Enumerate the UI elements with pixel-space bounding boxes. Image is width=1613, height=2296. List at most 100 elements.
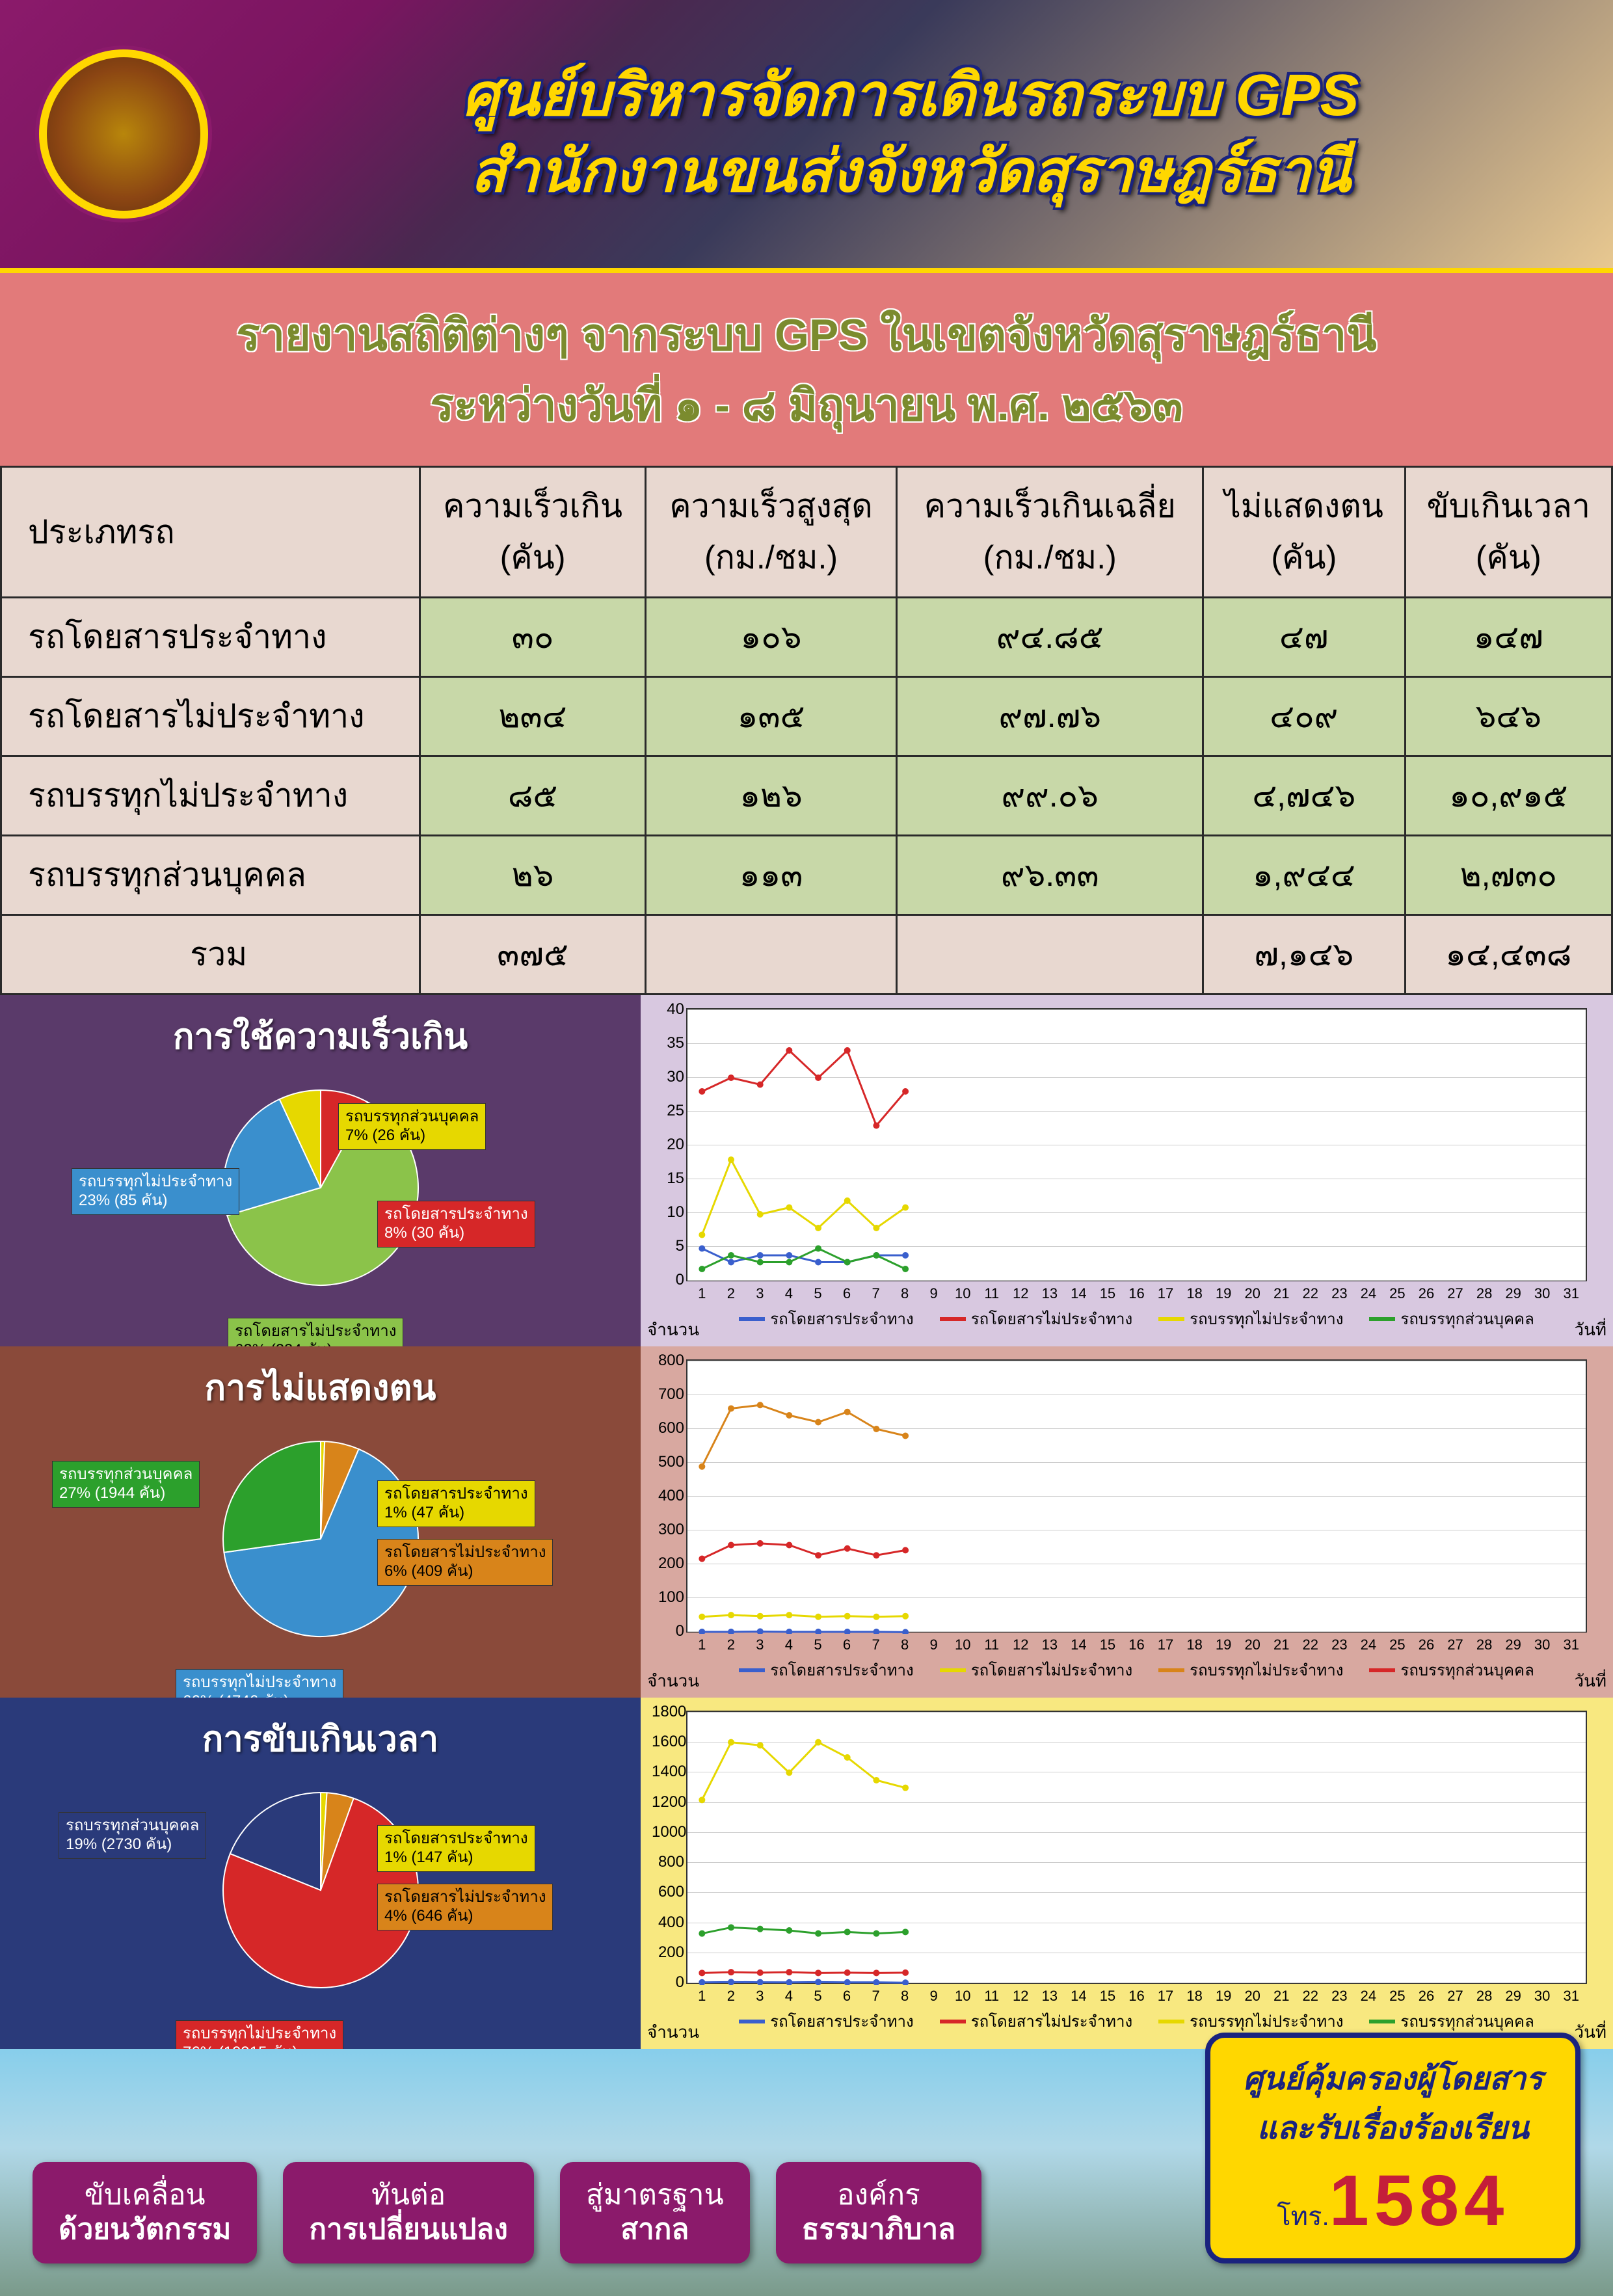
x-tick: 12 — [1013, 1636, 1028, 1653]
legend-label: รถบรรทุกส่วนบุคคล — [1400, 1306, 1534, 1331]
legend-item: รถบรรทุกส่วนบุคคล — [1369, 2009, 1534, 2034]
table-header: ขับเกินเวลา(คัน) — [1405, 467, 1612, 598]
x-tick: 1 — [698, 1988, 706, 2005]
table-cell: ๔๗ — [1203, 598, 1405, 677]
y-tick: 400 — [652, 1914, 684, 1932]
table-cell: ๙๗.๗๖ — [897, 677, 1203, 756]
hotline-title-1: ศูนย์คุ้มครองผู้โดยสาร — [1243, 2054, 1543, 2103]
x-tick: 10 — [955, 1988, 970, 2005]
table-cell: ๙๖.๓๓ — [897, 836, 1203, 915]
x-tick: 28 — [1476, 1285, 1492, 1302]
legend-swatch-icon — [1158, 1668, 1184, 1672]
x-tick: 2 — [727, 1988, 735, 2005]
x-tick: 16 — [1128, 1988, 1144, 2005]
x-tick: 3 — [756, 1988, 764, 2005]
table-cell: รถโดยสารประจำทาง — [1, 598, 420, 677]
line-plot-area: 0100200300400500600700800123456789101112… — [686, 1359, 1587, 1633]
legend-item: รถโดยสารประจำทาง — [739, 2009, 914, 2034]
legend-swatch-icon — [1158, 2020, 1184, 2023]
y-tick: 600 — [652, 1419, 684, 1437]
x-tick: 11 — [984, 1285, 999, 1302]
x-tick: 20 — [1244, 1988, 1260, 2005]
footer-slogan-box: สู่มาตรฐานสากล — [560, 2162, 750, 2263]
x-tick: 9 — [930, 1988, 938, 2005]
legend-swatch-icon — [1369, 1317, 1395, 1321]
x-tick: 10 — [955, 1285, 970, 1302]
x-tick: 23 — [1331, 1988, 1347, 2005]
x-tick: 14 — [1071, 1636, 1086, 1653]
x-tick: 24 — [1361, 1285, 1376, 1302]
x-tick: 20 — [1244, 1636, 1260, 1653]
legend-label: รถโดยสารประจำทาง — [770, 2009, 914, 2034]
pie-slice-label: รถบรรทุกส่วนบุคคล7% (26 คัน) — [338, 1103, 486, 1150]
table-cell: รถบรรทุกไม่ประจำทาง — [1, 756, 420, 836]
x-tick: 26 — [1419, 1285, 1434, 1302]
line-panel: 0510152025303540123456789101112131415161… — [641, 995, 1613, 1346]
y-tick: 1200 — [652, 1793, 684, 1811]
y-tick: 600 — [652, 1883, 684, 1901]
x-tick: 6 — [843, 1285, 851, 1302]
line-chart-icon — [687, 1712, 1588, 1985]
header-title-2: สำนักงานขนส่งจังหวัดสุราษฎร์ธานี — [247, 134, 1574, 210]
x-tick: 5 — [814, 1285, 821, 1302]
table-cell: รถบรรทุกส่วนบุคคล — [1, 836, 420, 915]
y-tick: 300 — [652, 1521, 684, 1539]
y-tick: 1800 — [652, 1703, 684, 1721]
table-cell: รถโดยสารไม่ประจำทาง — [1, 677, 420, 756]
x-tick: 30 — [1534, 1636, 1550, 1653]
table-cell: ๑๔๗ — [1405, 598, 1612, 677]
x-tick: 15 — [1100, 1988, 1115, 2005]
x-tick: 20 — [1244, 1285, 1260, 1302]
y-tick: 20 — [652, 1136, 684, 1154]
x-tick: 18 — [1186, 1636, 1202, 1653]
x-tick: 4 — [785, 1636, 793, 1653]
table-cell: ๑๓๕ — [645, 677, 897, 756]
x-tick: 25 — [1389, 1636, 1405, 1653]
legend-label: รถบรรทุกส่วนบุคคล — [1400, 1657, 1534, 1683]
x-tick: 28 — [1476, 1988, 1492, 2005]
hotline-number: 1584 — [1329, 2161, 1510, 2241]
pie-slice-label: รถโดยสารไม่ประจำทาง6% (409 คัน) — [377, 1539, 553, 1586]
x-tick: 25 — [1389, 1988, 1405, 2005]
x-tick: 18 — [1186, 1285, 1202, 1302]
table-cell: ๒๓๔ — [420, 677, 645, 756]
legend-label: รถบรรทุกไม่ประจำทาง — [1190, 2009, 1343, 2034]
table-cell: ๔,๗๔๖ — [1203, 756, 1405, 836]
axis-label-y: จำนวน — [647, 1668, 699, 1694]
legend-swatch-icon — [940, 2020, 966, 2023]
table-cell: ๔๐๙ — [1203, 677, 1405, 756]
table-row: รถบรรทุกส่วนบุคคล๒๖๑๑๓๙๖.๓๓๑,๙๔๔๒,๗๓๐ — [1, 836, 1612, 915]
line-legend: รถโดยสารประจำทาง รถโดยสารไม่ประจำทาง รถบรร… — [686, 2009, 1587, 2034]
x-tick: 19 — [1216, 1636, 1231, 1653]
line-legend: รถโดยสารประจำทางรถโดยสารไม่ประจำทางรถบรร… — [686, 1306, 1587, 1331]
legend-item: รถบรรทุกไม่ประจำทาง — [1158, 1306, 1343, 1331]
legend-label: รถโดยสารประจำทาง — [770, 1306, 914, 1331]
table-cell: ๑๐,๙๑๕ — [1405, 756, 1612, 836]
legend-swatch-icon — [739, 2020, 765, 2023]
pie-panel: การขับเกินเวลารถโดยสารประจำทาง1% (147 คั… — [0, 1698, 641, 2049]
chart-section: การขับเกินเวลารถโดยสารประจำทาง1% (147 คั… — [0, 1698, 1613, 2049]
x-tick: 23 — [1331, 1285, 1347, 1302]
table-cell: ๒๖ — [420, 836, 645, 915]
x-tick: 13 — [1042, 1988, 1058, 2005]
x-tick: 15 — [1100, 1636, 1115, 1653]
x-tick: 18 — [1186, 1988, 1202, 2005]
table-cell — [897, 915, 1203, 994]
y-tick: 30 — [652, 1068, 684, 1086]
x-tick: 21 — [1273, 1285, 1289, 1302]
x-tick: 26 — [1419, 1988, 1434, 2005]
header-banner: ศูนย์บริหารจัดการเดินรถระบบ GPS สำนักงาน… — [0, 0, 1613, 273]
x-tick: 27 — [1447, 1636, 1463, 1653]
x-tick: 6 — [843, 1988, 851, 2005]
x-tick: 7 — [872, 1285, 879, 1302]
footer-slogan-box: องค์กรธรรมาภิบาล — [776, 2162, 981, 2263]
table-cell: ๒,๗๓๐ — [1405, 836, 1612, 915]
x-tick: 29 — [1505, 1988, 1521, 2005]
x-tick: 16 — [1128, 1636, 1144, 1653]
x-tick: 27 — [1447, 1285, 1463, 1302]
x-tick: 15 — [1100, 1285, 1115, 1302]
legend-item: รถโดยสารไม่ประจำทาง — [940, 2009, 1132, 2034]
header-title-1: ศูนย์บริหารจัดการเดินรถระบบ GPS — [247, 58, 1574, 134]
x-tick: 12 — [1013, 1988, 1028, 2005]
x-tick: 13 — [1042, 1285, 1058, 1302]
